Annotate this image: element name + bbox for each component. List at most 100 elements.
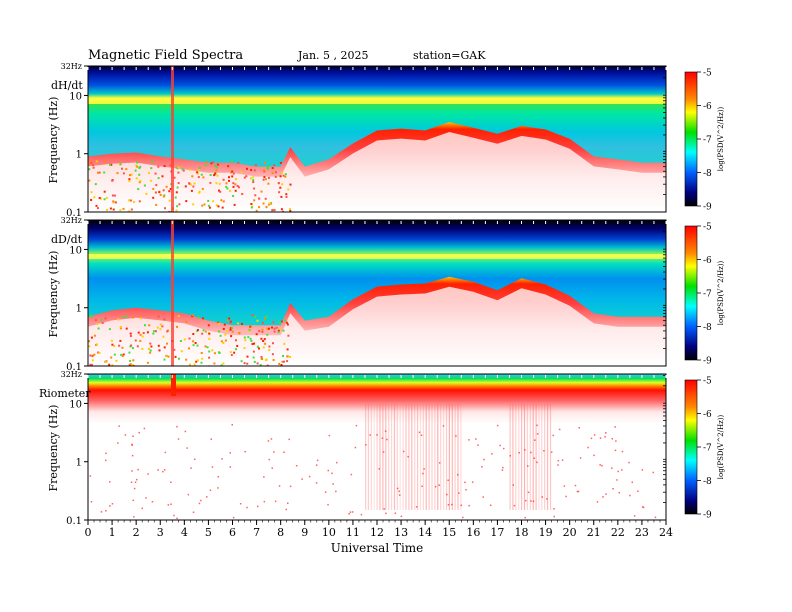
noise-speck: [202, 329, 205, 332]
noise-speck: [229, 320, 232, 323]
noise-speck: [168, 199, 171, 202]
noise-speck: [354, 446, 357, 449]
x-tick-label: 8: [277, 526, 284, 539]
noise-speck: [134, 481, 137, 483]
noise-speck: [285, 193, 288, 196]
x-tick-label: 16: [466, 526, 480, 539]
noise-speck: [250, 169, 253, 171]
noise-speck: [139, 179, 142, 182]
noise-speck: [206, 496, 208, 498]
top-hour-tick: [653, 375, 655, 378]
noise-speck: [621, 469, 623, 471]
noise-speck: [136, 478, 138, 481]
noise-speck: [255, 209, 258, 212]
activity-streak: [382, 404, 384, 510]
noise-speck: [218, 189, 220, 192]
noise-speck: [228, 176, 230, 179]
dd-dt-frame: [87, 219, 667, 367]
noise-speck: [327, 469, 329, 472]
noise-speck: [208, 206, 211, 209]
panel-dh-dt: dH/dt Frequency (Hz) 32Hz 10 1 0.1 -5 -6 -7 -8…: [47, 62, 725, 219]
top-hour-tick: [593, 67, 595, 70]
noise-speck: [629, 494, 631, 497]
activity-streak: [434, 404, 436, 510]
noise-speck: [231, 170, 234, 173]
noise-speck: [527, 465, 529, 467]
noise-speck: [578, 427, 580, 429]
noise-speck: [468, 439, 470, 441]
noise-speck: [157, 177, 160, 180]
y-tick-label: 10: [69, 399, 82, 410]
noise-speck: [265, 315, 268, 318]
noise-speck: [152, 332, 155, 335]
noise-speck: [278, 362, 281, 365]
noise-speck: [131, 363, 134, 366]
noise-speck: [355, 424, 358, 427]
noise-speck: [266, 364, 269, 366]
noise-speck: [402, 450, 405, 453]
noise-speck: [125, 315, 128, 318]
noise-speck: [138, 173, 141, 176]
noise-speck: [184, 185, 187, 188]
colorbar: [684, 379, 698, 515]
noise-speck: [489, 504, 492, 506]
activity-streak: [414, 404, 416, 510]
noise-speck: [533, 457, 535, 459]
top-hour-tick: [207, 221, 209, 224]
noise-speck: [173, 176, 176, 179]
noise-speck: [119, 325, 122, 328]
noise-speck: [382, 451, 385, 453]
y-tick-label: 32Hz: [61, 62, 82, 71]
noise-speck: [190, 183, 192, 186]
activity-streak: [529, 404, 531, 510]
noise-speck: [271, 172, 274, 175]
noise-speck: [200, 173, 203, 176]
noise-speck: [120, 353, 123, 356]
noise-speck: [273, 451, 275, 453]
noise-speck: [590, 437, 593, 440]
noise-speck: [365, 444, 367, 446]
noise-speck: [207, 204, 210, 207]
noise-speck: [274, 171, 277, 174]
date-label: Jan. 5 , 2025: [297, 49, 369, 62]
top-hour-tick: [484, 67, 486, 70]
quiet-region-d: [88, 286, 666, 366]
noise-speck: [213, 362, 216, 365]
noise-speck: [246, 362, 249, 365]
noise-speck: [189, 168, 192, 171]
noise-speck: [111, 503, 114, 505]
noise-speck: [263, 169, 266, 172]
noise-speck: [316, 459, 319, 462]
noise-speck: [169, 164, 172, 167]
noise-speck: [168, 210, 171, 212]
noise-speck: [113, 194, 116, 197]
noise-speck: [229, 189, 231, 192]
noise-speck: [141, 335, 144, 338]
noise-speck: [110, 356, 113, 359]
noise-speck: [190, 189, 193, 192]
top-hour-tick: [256, 67, 258, 70]
noise-speck: [129, 359, 132, 362]
noise-speck: [136, 165, 139, 168]
noise-speck: [195, 360, 198, 363]
noise-speck: [260, 356, 263, 358]
noise-speck: [552, 434, 554, 437]
noise-speck: [396, 487, 399, 490]
noise-speck: [100, 318, 103, 321]
noise-speck: [264, 178, 267, 181]
noise-speck: [224, 339, 227, 342]
colorbar-tick-label: -7: [703, 136, 712, 146]
noise-speck: [163, 318, 166, 321]
noise-speck: [231, 327, 233, 330]
dh-dt-spectrogram: [88, 66, 666, 212]
noise-speck: [268, 349, 271, 351]
noise-speck: [200, 361, 203, 364]
noise-speck: [135, 177, 138, 180]
noise-speck: [108, 363, 111, 366]
noise-speck: [131, 444, 133, 446]
top-hour-tick: [171, 375, 173, 378]
noise-speck: [496, 424, 499, 427]
noise-speck: [129, 199, 132, 202]
top-hour-tick: [87, 375, 89, 378]
noise-speck: [159, 193, 162, 196]
